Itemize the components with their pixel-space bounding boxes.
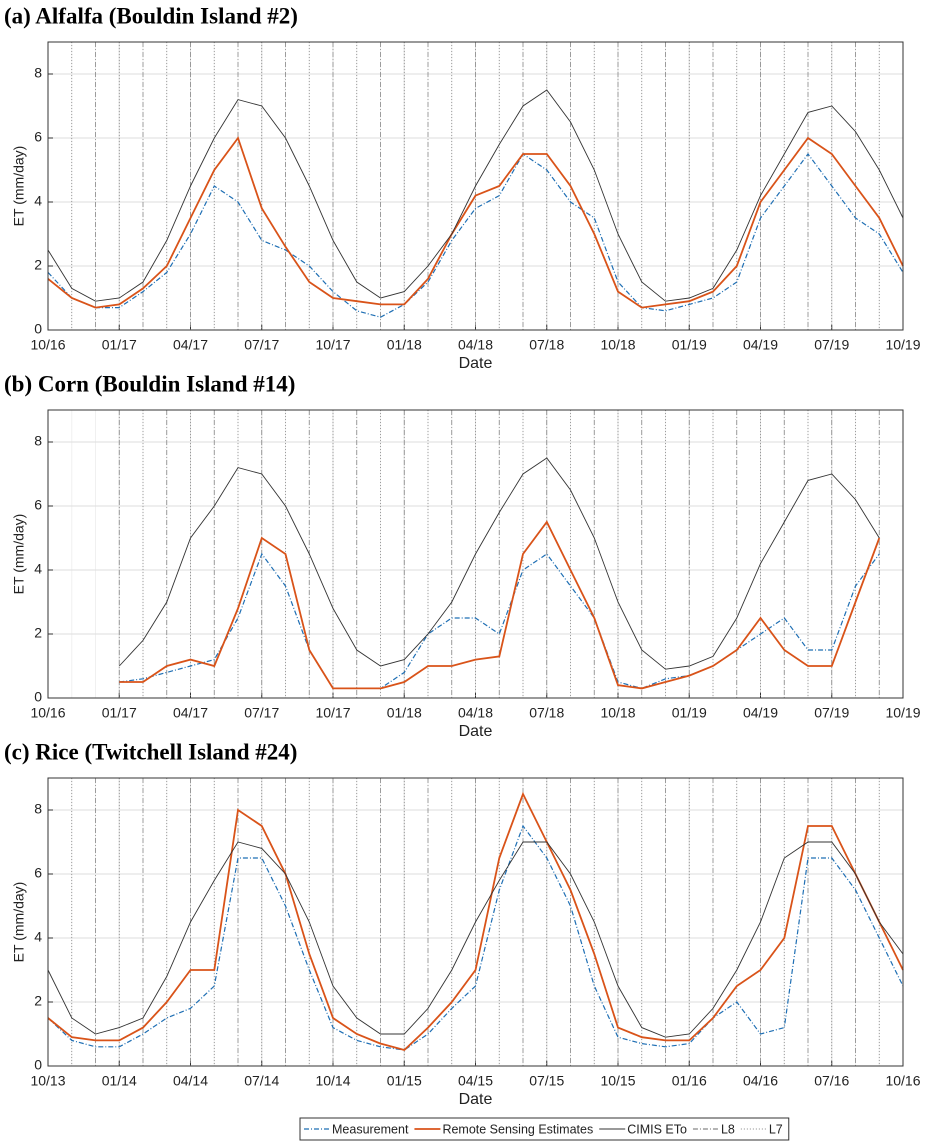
x-tick-label: 07/14: [244, 1073, 279, 1089]
x-tick-label: 10/19: [885, 705, 920, 721]
y-tick-label: 6: [34, 865, 42, 881]
legend-label: Measurement: [332, 1122, 409, 1136]
series-line: [47, 89, 904, 302]
series-line: [118, 457, 880, 670]
x-tick-label: 01/19: [672, 337, 707, 353]
x-tick-label: 10/16: [30, 337, 65, 353]
x-axis-label: Date: [459, 355, 493, 372]
x-tick-label: 10/18: [600, 705, 635, 721]
x-tick-label: 01/19: [672, 705, 707, 721]
series-line: [119, 520, 881, 690]
x-tick-label: 10/19: [885, 337, 920, 353]
panel-title: (c) Rice (Twitchell Island #24): [4, 739, 297, 764]
series-line: [47, 841, 904, 1038]
series-line: [47, 152, 904, 318]
x-tick-label: 04/17: [173, 337, 208, 353]
x-tick-label: 10/14: [315, 1073, 350, 1089]
y-axis-label: ET (mm/day): [11, 882, 27, 963]
x-axis-label: Date: [459, 723, 493, 740]
x-tick-label: 07/19: [814, 705, 849, 721]
y-tick-label: 4: [34, 193, 42, 209]
x-tick-label: 04/18: [458, 337, 493, 353]
x-tick-label: 04/16: [743, 1073, 778, 1089]
y-tick-label: 4: [34, 929, 42, 945]
y-tick-label: 6: [34, 497, 42, 513]
series-line: [47, 136, 904, 309]
x-tick-label: 01/18: [387, 337, 422, 353]
legend-label: L7: [769, 1122, 783, 1136]
x-tick-label: 07/19: [814, 337, 849, 353]
x-tick-label: 10/13: [30, 1073, 65, 1089]
y-tick-label: 8: [34, 433, 42, 449]
x-tick-label: 07/16: [814, 1073, 849, 1089]
legend-box: [299, 1117, 790, 1141]
y-tick-label: 2: [34, 625, 42, 641]
y-tick-label: 0: [34, 689, 42, 705]
x-tick-label: 07/17: [244, 337, 279, 353]
y-axis-label: ET (mm/day): [11, 146, 27, 227]
x-tick-label: 04/19: [743, 337, 778, 353]
x-tick-label: 04/18: [458, 705, 493, 721]
x-tick-label: 07/15: [529, 1073, 564, 1089]
x-tick-label: 04/17: [173, 705, 208, 721]
x-tick-label: 07/17: [244, 705, 279, 721]
x-tick-label: 04/14: [173, 1073, 208, 1089]
legend-label: L8: [721, 1122, 735, 1136]
x-tick-label: 01/17: [102, 337, 137, 353]
y-tick-label: 8: [34, 65, 42, 81]
legend-label: Remote Sensing Estimates: [442, 1122, 593, 1136]
y-tick-label: 8: [34, 801, 42, 817]
x-tick-label: 10/16: [885, 1073, 920, 1089]
series-line: [47, 791, 904, 1051]
x-tick-label: 01/18: [387, 705, 422, 721]
y-tick-label: 2: [34, 993, 42, 1009]
y-tick-label: 0: [34, 321, 42, 337]
x-tick-label: 10/15: [600, 1073, 635, 1089]
axes-box: [47, 777, 904, 1067]
x-tick-label: 10/18: [600, 337, 635, 353]
y-tick-label: 4: [34, 561, 42, 577]
legend: Measurement Remote Sensing Estimates CIMIS…: [299, 1117, 790, 1141]
x-tick-label: 10/17: [315, 705, 350, 721]
series-line: [119, 552, 880, 690]
y-tick-label: 0: [34, 1057, 42, 1073]
series-line: [47, 824, 904, 1051]
x-axis-label: Date: [459, 1091, 493, 1108]
panel-title: (a) Alfalfa (Bouldin Island #2): [4, 3, 298, 28]
axes-box: [47, 41, 904, 331]
y-tick-label: 2: [34, 257, 42, 273]
x-tick-label: 01/17: [102, 705, 137, 721]
x-tick-label: 01/14: [102, 1073, 137, 1089]
x-tick-label: 10/16: [30, 705, 65, 721]
x-tick-label: 07/18: [529, 337, 564, 353]
x-tick-label: 07/18: [529, 705, 564, 721]
x-tick-label: 10/17: [315, 337, 350, 353]
y-axis-label: ET (mm/day): [11, 514, 27, 595]
axes-box: [47, 409, 904, 699]
x-tick-label: 01/15: [387, 1073, 422, 1089]
x-tick-label: 01/16: [672, 1073, 707, 1089]
x-tick-label: 04/19: [743, 705, 778, 721]
legend-label: CIMIS ETo: [627, 1122, 687, 1136]
panel-title: (b) Corn (Bouldin Island #14): [4, 371, 295, 396]
x-tick-label: 04/15: [458, 1073, 493, 1089]
y-tick-label: 6: [34, 129, 42, 145]
